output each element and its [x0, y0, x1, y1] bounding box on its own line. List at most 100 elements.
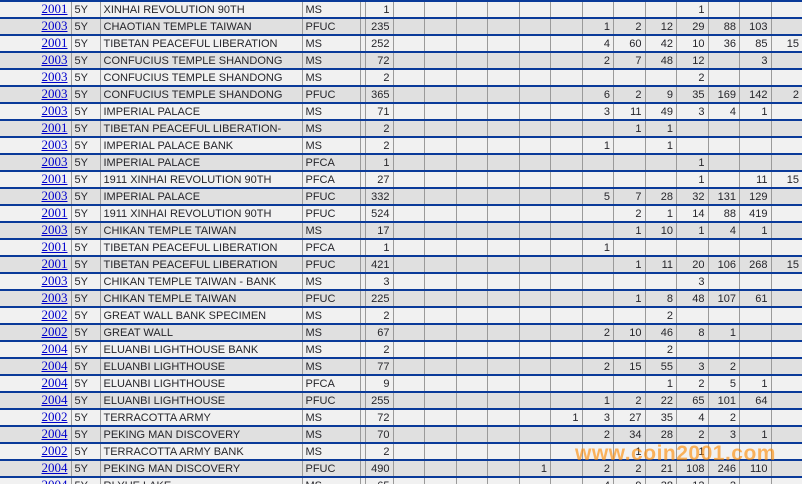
grade-type-cell: MS	[302, 273, 361, 290]
year-cell: 2003	[0, 290, 72, 307]
year-link[interactable]: 2004	[41, 375, 68, 390]
grade-count-cell	[771, 460, 802, 477]
denomination-cell: 5Y	[71, 239, 101, 256]
year-link[interactable]: 2003	[41, 188, 68, 203]
grade-count-cell	[487, 392, 520, 409]
description-cell: TIBETAN PEACEFUL LIBERATION-	[100, 120, 303, 137]
grade-count-cell	[613, 307, 646, 324]
grade-count-cell: 2	[676, 69, 709, 86]
denomination-cell: 5Y	[71, 69, 101, 86]
grade-count-cell	[487, 222, 520, 239]
grade-count-cell	[487, 137, 520, 154]
year-link[interactable]: 2001	[41, 256, 68, 271]
grade-count-cell: 85	[739, 35, 772, 52]
year-link[interactable]: 2003	[41, 290, 68, 305]
grade-count-cell	[456, 426, 488, 443]
grade-count-cell: 61	[739, 290, 772, 307]
grade-type-cell: PFUC	[302, 460, 361, 477]
year-link[interactable]: 2001	[41, 120, 68, 135]
grade-count-cell: 11	[739, 171, 772, 188]
grade-count-cell: 1	[613, 256, 646, 273]
year-link[interactable]: 2003	[41, 154, 68, 169]
grade-count-cell	[771, 307, 802, 324]
grade-type-cell: MS	[302, 137, 361, 154]
year-link[interactable]: 2004	[41, 426, 68, 441]
grade-count-cell: 28	[645, 426, 677, 443]
grade-count-cell	[424, 307, 457, 324]
year-link[interactable]: 2003	[41, 222, 68, 237]
year-link[interactable]: 2002	[41, 324, 68, 339]
year-link[interactable]: 2001	[41, 35, 68, 50]
grade-count-cell	[424, 256, 457, 273]
grade-count-cell: 2	[771, 86, 802, 103]
grade-count-cell: 42	[645, 35, 677, 52]
year-link[interactable]: 2001	[41, 239, 68, 254]
grade-count-cell	[645, 1, 677, 18]
description-cell: GREAT WALL BANK SPECIMEN	[100, 307, 303, 324]
year-link[interactable]: 2004	[42, 477, 68, 484]
year-link[interactable]: 2004	[41, 392, 68, 407]
year-link[interactable]: 2003	[41, 18, 68, 33]
table-row: 2004 5Y ELUANBI LIGHTHOUSE BANK MS 2 2	[0, 341, 802, 358]
grade-count-cell	[393, 239, 425, 256]
year-link[interactable]: 2003	[41, 273, 68, 288]
year-link[interactable]: 2003	[41, 103, 68, 118]
grade-count-cell	[393, 86, 425, 103]
total-cell: 71	[365, 103, 394, 120]
grade-count-cell	[519, 375, 551, 392]
denomination-cell: 5Y	[71, 188, 101, 205]
double-rule-spacer	[360, 1, 366, 18]
year-link[interactable]: 2002	[41, 409, 68, 424]
denomination-cell: 5Y	[71, 154, 101, 171]
grade-count-cell: 20	[676, 256, 709, 273]
grade-count-cell: 3	[676, 358, 709, 375]
year-link[interactable]: 2002	[41, 307, 68, 322]
grade-count-cell	[424, 154, 457, 171]
year-link[interactable]: 2003	[41, 52, 68, 67]
grade-count-cell: 48	[645, 52, 677, 69]
grade-count-cell	[424, 120, 457, 137]
grade-count-cell	[582, 222, 614, 239]
year-link[interactable]: 2001	[41, 205, 68, 220]
denomination-cell: 5Y	[71, 205, 101, 222]
table-row: 2004 5Y ELUANBI LIGHTHOUSE MS 77 2 15 55 3 2	[0, 358, 802, 375]
denomination-cell: 5Y	[71, 52, 101, 69]
grade-count-cell: 3	[582, 103, 614, 120]
year-link[interactable]: 2002	[41, 443, 68, 458]
grade-count-cell	[613, 171, 646, 188]
grade-count-cell: 1	[676, 222, 709, 239]
grade-count-cell	[613, 137, 646, 154]
description-cell: GREAT WALL	[100, 324, 303, 341]
grade-count-cell	[487, 273, 520, 290]
grade-count-cell	[487, 477, 520, 484]
grade-count-cell	[771, 358, 802, 375]
grade-count-cell	[582, 375, 614, 392]
year-link[interactable]: 2004	[41, 358, 68, 373]
year-link[interactable]: 2001	[41, 1, 68, 16]
grade-count-cell	[519, 86, 551, 103]
year-cell: 2004	[0, 392, 72, 409]
year-cell: 2002	[0, 409, 72, 426]
year-link[interactable]: 2003	[41, 137, 68, 152]
grade-count-cell	[456, 86, 488, 103]
grade-count-cell: 1	[739, 426, 772, 443]
year-link[interactable]: 2004	[41, 341, 68, 356]
year-link[interactable]: 2003	[41, 86, 68, 101]
grade-count-cell	[676, 307, 709, 324]
total-cell: 332	[365, 188, 394, 205]
year-link[interactable]: 2003	[41, 69, 68, 84]
year-link[interactable]: 2004	[41, 460, 68, 475]
grade-count-cell	[739, 1, 772, 18]
denomination-cell: 5Y	[71, 392, 101, 409]
year-link[interactable]: 2001	[41, 171, 68, 186]
grade-type-cell: MS	[302, 324, 361, 341]
grade-count-cell: 7	[613, 188, 646, 205]
grade-count-cell	[613, 341, 646, 358]
grade-count-cell	[519, 392, 551, 409]
double-rule-spacer	[360, 188, 366, 205]
grade-count-cell: 5	[582, 188, 614, 205]
grade-count-cell	[456, 35, 488, 52]
table-row: 2001 5Y TIBETAN PEACEFUL LIBERATION MS 252 4 6…	[0, 35, 802, 52]
table-row: 2001 5Y 1911 XINHAI REVOLUTION 90TH PFUC 524…	[0, 205, 802, 222]
